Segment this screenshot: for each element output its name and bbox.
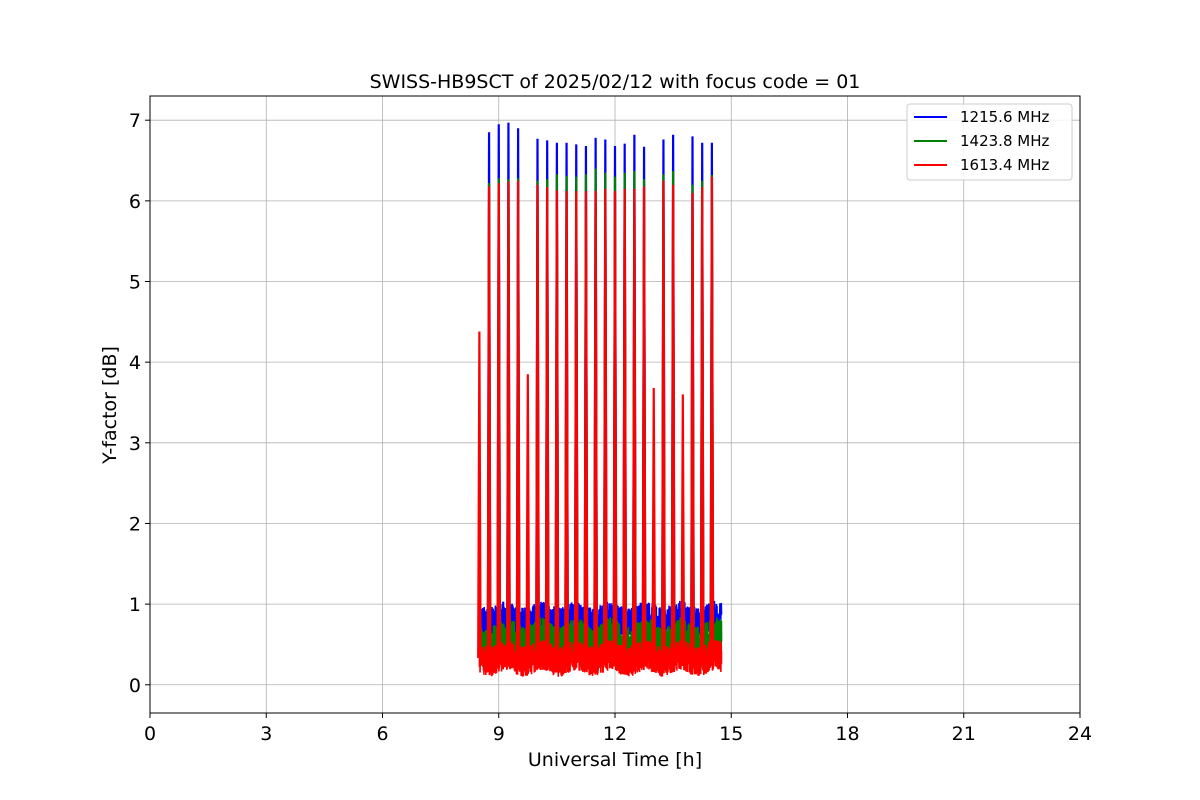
x-tick-label: 12 <box>603 723 627 745</box>
y-tick-label: 0 <box>129 675 141 697</box>
spike-mark <box>525 374 531 659</box>
series-line <box>478 640 723 677</box>
spike-mark <box>690 192 695 659</box>
spike-mark <box>622 188 627 659</box>
spike-mark <box>661 180 666 659</box>
spike-mark <box>496 183 502 659</box>
spike-mark <box>554 190 560 659</box>
chart-title: SWISS-HB9SCT of 2025/02/12 with focus co… <box>370 71 861 93</box>
spike-mark <box>544 187 550 659</box>
legend-box <box>906 103 1073 181</box>
legend-label: 1215.6 MHz <box>960 108 1049 126</box>
x-tick-label: 9 <box>493 723 505 745</box>
spike-mark <box>680 394 686 659</box>
x-tick-label: 18 <box>835 723 859 745</box>
x-tick-label: 21 <box>952 723 976 745</box>
y-tick-label: 7 <box>129 110 141 132</box>
spike-mark <box>593 191 598 659</box>
spike-mark <box>515 180 521 659</box>
plot-series <box>477 122 723 677</box>
y-axis-label: Y-factor [dB] <box>99 346 121 465</box>
legend-label: 1423.8 MHz <box>960 132 1049 150</box>
y-tick-label: 1 <box>129 594 141 616</box>
y-tick-label: 3 <box>129 433 141 455</box>
spike-mark <box>632 188 637 659</box>
x-tick-label: 24 <box>1068 723 1092 745</box>
spike-mark <box>612 191 618 659</box>
spike-mark <box>709 176 715 659</box>
spike-mark <box>573 191 579 659</box>
x-tick-label: 0 <box>144 723 156 745</box>
spike-mark <box>670 184 676 659</box>
x-axis-label: Universal Time [h] <box>528 749 702 771</box>
x-tick-label: 15 <box>719 723 743 745</box>
spike-mark <box>477 331 482 659</box>
spike-mark <box>583 191 589 659</box>
spike-mark <box>603 188 608 659</box>
series-1 <box>478 122 723 638</box>
legend: 1215.6 MHz 1423.8 MHz 1613.4 MHz <box>906 103 1073 181</box>
x-tick-label: 6 <box>376 723 388 745</box>
spike-mark <box>535 184 540 659</box>
series-3 <box>477 176 723 677</box>
spike-mark <box>506 181 511 659</box>
x-tick-label: 3 <box>260 723 272 745</box>
y-tick-label: 2 <box>129 513 141 535</box>
y-tick-label: 6 <box>129 191 141 213</box>
spike-mark <box>486 186 492 659</box>
spike-mark <box>564 191 569 659</box>
spike-mark <box>699 187 705 659</box>
y-tick-label: 4 <box>129 352 141 374</box>
series-2 <box>478 168 723 672</box>
y-tick-label: 5 <box>129 272 141 294</box>
spike-mark <box>651 387 657 659</box>
spike-mark <box>641 186 647 659</box>
legend-label: 1613.4 MHz <box>960 156 1049 174</box>
